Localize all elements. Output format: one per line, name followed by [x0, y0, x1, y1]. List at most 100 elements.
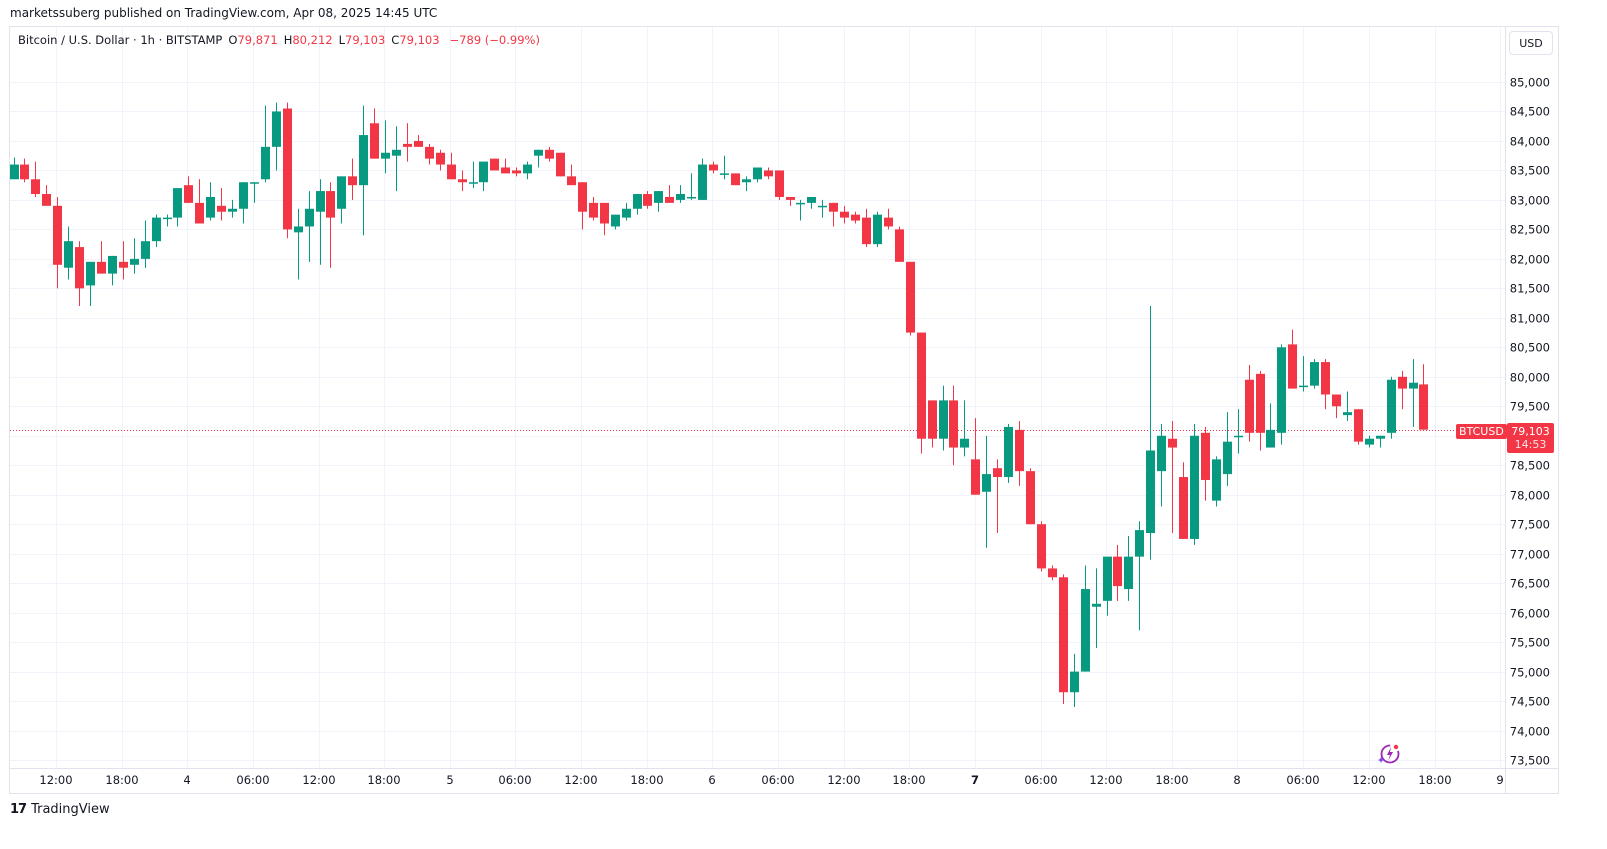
candle[interactable]: [753, 167, 762, 183]
candle[interactable]: [1234, 409, 1243, 454]
candle[interactable]: [403, 123, 412, 162]
candle[interactable]: [228, 199, 237, 218]
candle[interactable]: [1212, 456, 1221, 507]
candle[interactable]: [993, 459, 1002, 534]
candle[interactable]: [1343, 391, 1352, 422]
candle[interactable]: [523, 161, 532, 180]
candle[interactable]: [633, 194, 642, 215]
candle[interactable]: [250, 182, 259, 203]
candle[interactable]: [501, 158, 510, 174]
candle[interactable]: [206, 182, 215, 221]
candle[interactable]: [1321, 359, 1330, 410]
candle[interactable]: [239, 182, 248, 224]
candle[interactable]: [184, 176, 193, 203]
candle[interactable]: [1201, 426, 1210, 501]
candle[interactable]: [1419, 364, 1428, 430]
candle[interactable]: [622, 202, 631, 221]
candle[interactable]: [1037, 521, 1046, 572]
candle[interactable]: [1004, 423, 1013, 483]
candle[interactable]: [1179, 462, 1188, 539]
candle[interactable]: [469, 161, 478, 189]
candle[interactable]: [348, 158, 357, 200]
candle[interactable]: [97, 241, 106, 274]
candle[interactable]: [1245, 365, 1254, 442]
candle[interactable]: [414, 135, 423, 147]
candle[interactable]: [960, 400, 969, 457]
candle[interactable]: [294, 208, 303, 280]
candle[interactable]: [939, 385, 948, 451]
candle[interactable]: [1168, 421, 1177, 534]
candle[interactable]: [1299, 356, 1308, 392]
candle[interactable]: [949, 385, 958, 466]
candle[interactable]: [742, 176, 751, 192]
candle[interactable]: [884, 208, 893, 230]
candle[interactable]: [1157, 423, 1166, 507]
candle[interactable]: [359, 105, 368, 236]
candle[interactable]: [643, 191, 652, 209]
candle[interactable]: [261, 105, 270, 183]
candle[interactable]: [600, 202, 609, 236]
candle[interactable]: [337, 176, 346, 224]
candle[interactable]: [1146, 306, 1155, 560]
candle[interactable]: [764, 167, 773, 180]
candle[interactable]: [283, 102, 292, 239]
lightning-assistant-icon[interactable]: [1377, 742, 1401, 766]
candle[interactable]: [796, 199, 805, 221]
candle[interactable]: [119, 241, 128, 280]
candle[interactable]: [687, 173, 696, 200]
candle[interactable]: [1135, 521, 1144, 631]
candle[interactable]: [982, 435, 991, 548]
candle[interactable]: [490, 158, 499, 171]
candle[interactable]: [862, 208, 871, 248]
candle[interactable]: [1048, 565, 1057, 581]
candle[interactable]: [829, 202, 838, 227]
candle[interactable]: [195, 179, 204, 224]
candle[interactable]: [928, 400, 937, 448]
candle[interactable]: [381, 120, 390, 174]
candle[interactable]: [425, 143, 434, 165]
candle[interactable]: [1277, 344, 1286, 445]
candle[interactable]: [1070, 653, 1079, 707]
candle[interactable]: [173, 188, 182, 227]
candle[interactable]: [665, 185, 674, 203]
candle[interactable]: [1398, 370, 1407, 410]
candle[interactable]: [873, 211, 882, 248]
candle[interactable]: [141, 220, 150, 268]
candle[interactable]: [1026, 468, 1035, 525]
candle[interactable]: [31, 161, 40, 197]
tradingview-logo[interactable]: 17 TradingView: [10, 802, 110, 817]
candle[interactable]: [1124, 535, 1133, 601]
currency-button[interactable]: USD: [1509, 31, 1553, 55]
candle[interactable]: [895, 226, 904, 262]
candle[interactable]: [818, 199, 827, 218]
candle[interactable]: [589, 196, 598, 221]
candle[interactable]: [42, 185, 51, 206]
candle[interactable]: [786, 196, 795, 206]
candle[interactable]: [316, 179, 325, 265]
candle[interactable]: [1332, 394, 1341, 419]
candle[interactable]: [272, 102, 281, 171]
candle[interactable]: [217, 188, 226, 221]
candle[interactable]: [20, 158, 29, 183]
candle[interactable]: [86, 261, 95, 307]
candle[interactable]: [370, 108, 379, 159]
candle[interactable]: [305, 191, 314, 262]
candle[interactable]: [1376, 435, 1385, 448]
candle[interactable]: [1354, 409, 1363, 445]
candle[interactable]: [578, 182, 587, 230]
candle[interactable]: [130, 238, 139, 274]
candle[interactable]: [1387, 376, 1396, 439]
candle[interactable]: [906, 261, 915, 336]
candle[interactable]: [436, 149, 445, 171]
candle[interactable]: [807, 196, 816, 209]
candle[interactable]: [556, 152, 565, 177]
candle[interactable]: [971, 418, 980, 495]
candle[interactable]: [1092, 568, 1101, 649]
candle[interactable]: [10, 157, 19, 180]
candle[interactable]: [1103, 556, 1112, 616]
candle[interactable]: [64, 226, 73, 280]
candle[interactable]: [1310, 359, 1319, 389]
symbol-title[interactable]: Bitcoin / U.S. Dollar · 1h · BITSTAMP: [18, 33, 223, 47]
candle[interactable]: [775, 170, 784, 200]
